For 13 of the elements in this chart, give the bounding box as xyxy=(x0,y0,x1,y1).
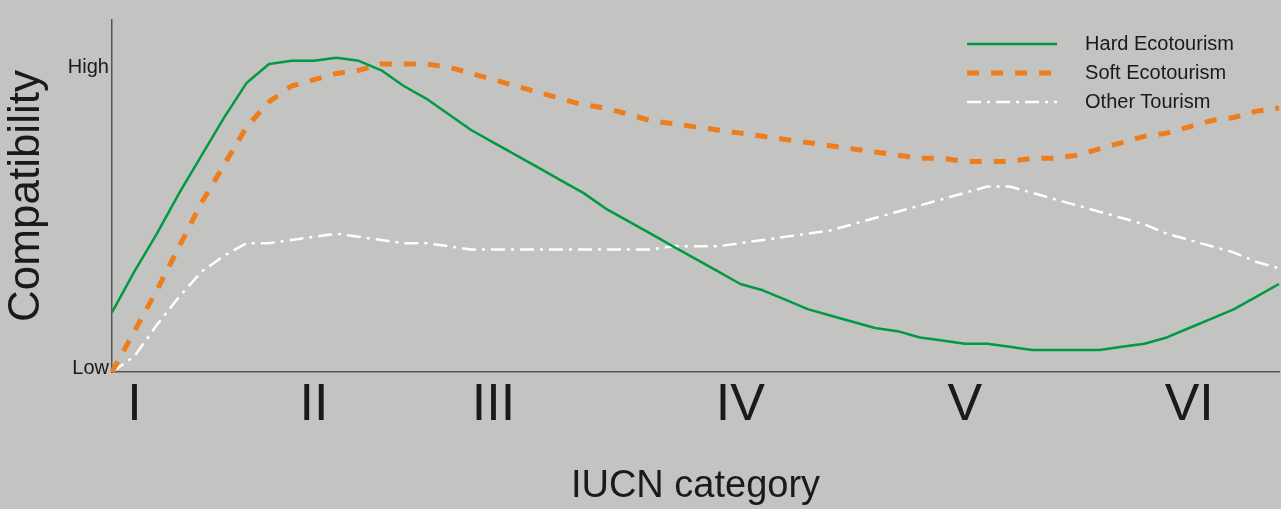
text: High xyxy=(67,54,109,77)
legend-label: Soft Ecotourism xyxy=(1085,60,1227,83)
legend-label: Other Tourism xyxy=(1085,89,1211,112)
x-tick-label: IV xyxy=(715,372,766,431)
x-tick-label: VI xyxy=(1164,372,1214,431)
x-tick-label: I xyxy=(127,372,142,431)
y-axis-title: Compatibility xyxy=(0,70,48,322)
x-tick-label: II xyxy=(299,372,329,431)
x-tick-label: III xyxy=(471,372,516,431)
text: Low xyxy=(72,355,110,378)
legend-label: Hard Ecotourism xyxy=(1085,31,1234,54)
x-tick-label: V xyxy=(947,372,983,431)
x-axis-title: IUCN category xyxy=(570,462,821,505)
